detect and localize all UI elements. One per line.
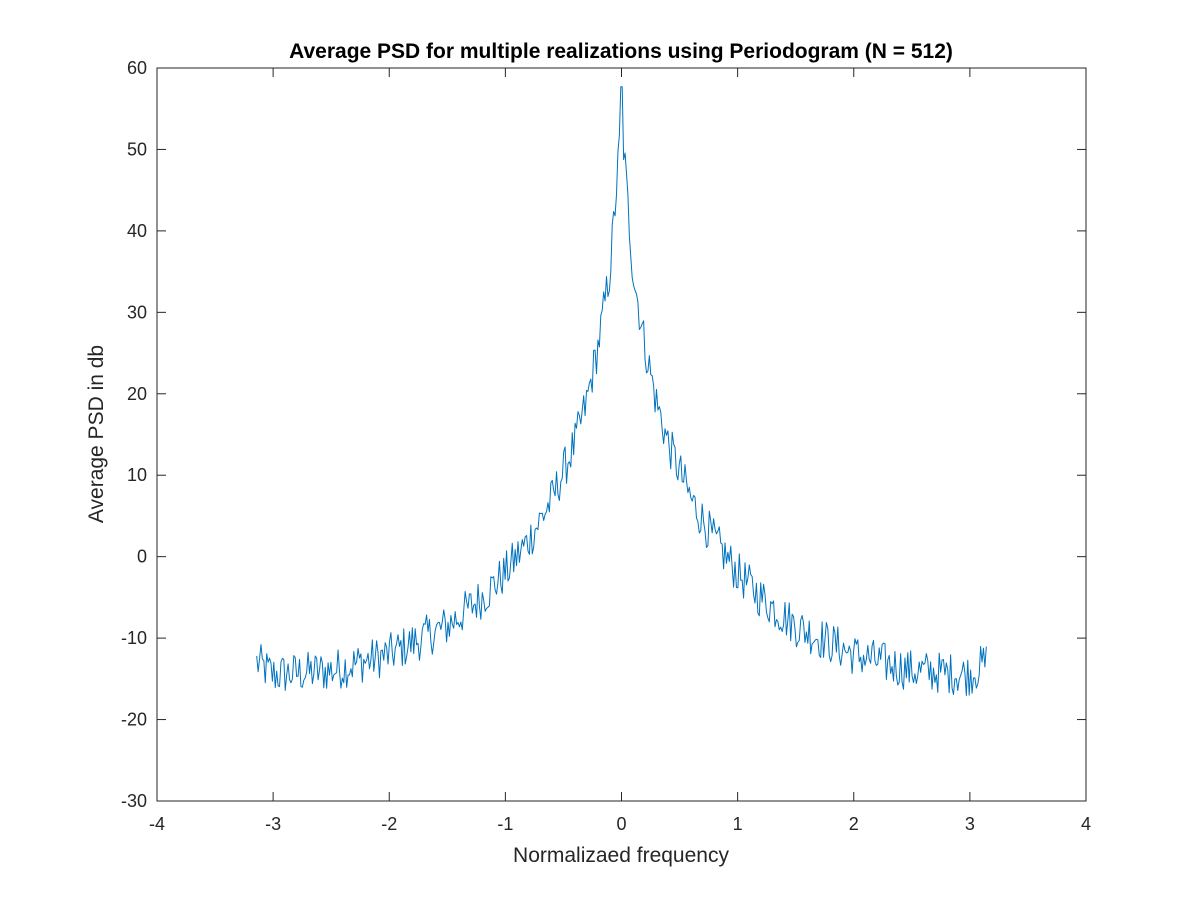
axes-box — [156, 67, 1087, 802]
y-axis-label: Average PSD in db — [85, 345, 108, 523]
x-tick-label: 4 — [1081, 814, 1091, 834]
y-tick-label: 0 — [137, 547, 147, 567]
y-tick-label: 30 — [127, 302, 147, 322]
x-tick-labels: -4 -3 -2 -1 0 1 2 3 4 — [149, 814, 1091, 834]
y-tick-label: 20 — [127, 384, 147, 404]
plot-area — [157, 68, 1086, 801]
y-tick-label: 50 — [127, 139, 147, 159]
x-axis-label: Normalizaed frequency — [513, 844, 729, 867]
series-layer — [256, 86, 987, 696]
y-tick-label: -20 — [121, 710, 147, 730]
x-tick-label: 3 — [965, 814, 975, 834]
x-tick-label: -3 — [265, 814, 281, 834]
x-tick-label: -1 — [497, 814, 513, 834]
y-tick-labels: -30 -20 -10 0 10 20 30 40 50 60 — [121, 58, 147, 811]
y-tick-label: 40 — [127, 221, 147, 241]
x-tick-label: -2 — [381, 814, 397, 834]
x-tick-label: 0 — [616, 814, 626, 834]
chart-title: Average PSD for multiple realizations us… — [289, 40, 953, 63]
x-tick-label: 2 — [849, 814, 859, 834]
x-tick-label: 1 — [733, 814, 743, 834]
psd-series-line — [256, 86, 987, 696]
x-tick-label: -4 — [149, 814, 165, 834]
y-tick-label: -30 — [121, 791, 147, 811]
y-tick-label: -10 — [121, 628, 147, 648]
y-tick-label: 60 — [127, 58, 147, 78]
y-tick-label: 10 — [127, 465, 147, 485]
